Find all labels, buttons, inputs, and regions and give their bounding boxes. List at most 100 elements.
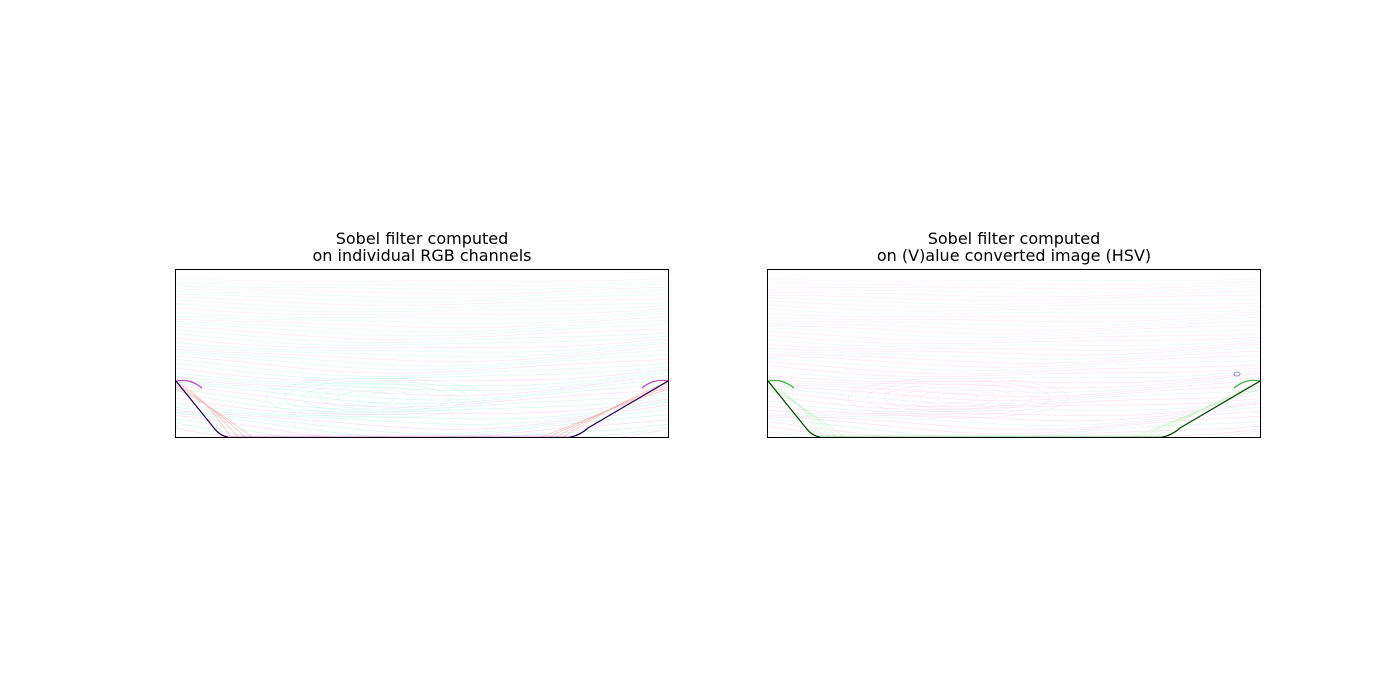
contour-line [176,355,668,374]
edge-accent-right [641,379,668,389]
contour-line [768,371,1260,384]
contour-line [176,323,668,337]
edge-dark-left [768,380,821,437]
contour-ellipse [265,377,487,419]
contour-line [768,281,1260,286]
contour-line [176,342,668,358]
contour-line [768,406,1260,426]
contour-line [768,391,1260,408]
contour-line [768,388,1260,405]
contour-line [768,369,1260,380]
contour-line [176,413,668,437]
right-panel-title: Sobel filter computed on (V)alue convert… [768,230,1260,264]
contour-line [768,426,1260,437]
contour-line [768,283,1260,290]
contour-line [768,401,1260,417]
contour-line [176,385,668,408]
contour-line [768,350,1260,364]
contour-line [176,296,668,306]
contour-line [176,367,668,382]
contour-line [176,370,668,386]
contour-line [768,355,1260,368]
contour-line [176,392,668,413]
contour-line [176,402,668,425]
contour-line [768,327,1260,338]
contour-line [176,310,668,320]
edge-band-left [768,386,838,437]
contour-line [176,286,668,295]
contour-line [176,299,668,310]
left-panel-title: Sobel filter computed on individual RGB … [176,230,668,264]
left-panel-title-line2: on individual RGB channels [312,246,532,265]
edge-dark-left [176,380,229,437]
edge-band-left [176,389,253,437]
contour-line [768,403,1260,422]
contour-line [768,290,1260,298]
contour-line [176,340,668,353]
edge-band-left [176,386,246,437]
contour-line [176,388,668,411]
contour-line [768,311,1260,318]
contour-line [768,308,1260,315]
contour-line [768,304,1260,312]
contour-ellipse [919,389,997,407]
contour-line [768,400,1260,412]
contour-line [176,326,668,340]
contour-line [176,280,668,286]
contour-line [768,385,1260,401]
contour-line [176,405,668,430]
edge-band-right [548,386,668,437]
contour-line [176,383,668,405]
contour-ellipse [847,377,1069,419]
contour-line [768,361,1260,375]
contour-line [768,346,1260,360]
contour-line [176,375,668,396]
contour-line [176,363,668,380]
contour-line [176,353,668,371]
edge-band-right [1140,386,1260,437]
right-panel-title-line1: Sobel filter computed [927,229,1101,248]
edge-band-right [541,389,668,437]
contour-line [176,329,668,343]
contour-line [768,313,1260,323]
contour-line [176,313,668,324]
contour-line [176,379,668,401]
contour-line [768,381,1260,398]
contour-line [768,278,1260,282]
edge-band-right [1147,384,1260,437]
contour-line [176,372,668,391]
contour-ellipse [901,386,1015,410]
contour-line [768,320,1260,331]
contour-line [176,320,668,333]
right-sobel-image-canvas [768,278,1260,437]
contour-ellipse [355,392,397,404]
contour-line [768,297,1260,305]
contour-ellipse [883,383,1033,413]
contour-line [768,343,1260,356]
right-sobel-image [767,269,1261,438]
contour-line [176,359,668,377]
contour-line [768,341,1260,351]
contour-line [768,411,1260,431]
edge-band-right [1154,382,1260,437]
edge-band-right [555,384,668,437]
contour-line [176,293,668,303]
edge-accent-left [176,379,203,389]
left-sobel-image [175,269,669,438]
contour-line [176,337,668,349]
contour-ellipse [301,383,451,413]
contour-line [176,277,668,282]
contour-ellipse [937,392,979,404]
edge-dark-right [1161,380,1260,437]
contour-line [768,317,1260,327]
contour-line [176,283,668,291]
edge-band-left [768,389,845,437]
left-sobel-image-canvas [176,277,668,437]
contour-line [176,333,668,346]
contour-line [176,303,668,313]
contour-line [176,397,668,415]
contour-line [768,365,1260,377]
contour-line [768,395,1260,410]
right-panel-title-line2: on (V)alue converted image (HSV) [876,246,1152,265]
contour-line [768,325,1260,335]
